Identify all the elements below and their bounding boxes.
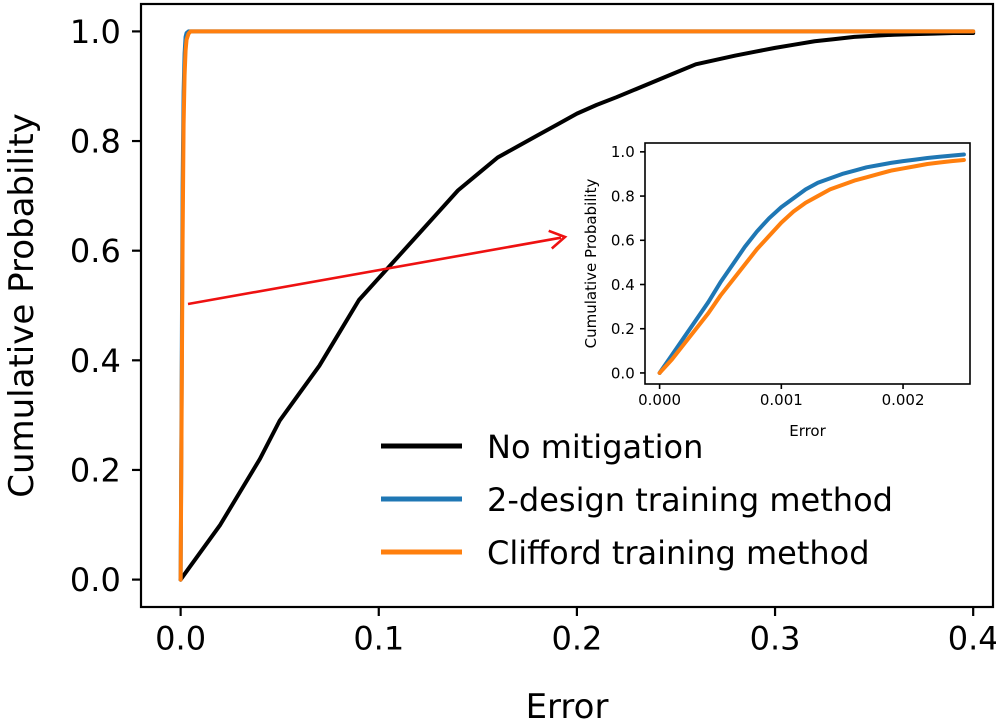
y-tick-label-1: 0.2: [70, 451, 121, 489]
legend-label-0: No mitigation: [487, 428, 703, 466]
x-tick-label-3: 0.3: [750, 620, 801, 658]
inset-y-tick-label-0: 0.0: [611, 364, 635, 382]
legend-label-2: Clifford training method: [487, 534, 870, 572]
inset-y-tick-label-2: 0.4: [611, 276, 635, 294]
series-line-2: [178, 29, 976, 582]
inset-x-tick-label-2: 0.002: [882, 391, 925, 409]
y-tick-label-4: 0.8: [70, 123, 121, 161]
inset-y-tick-label-5: 1.0: [611, 143, 635, 161]
inset-y-tick-label-1: 0.2: [611, 320, 635, 338]
y-tick-label-2: 0.4: [70, 342, 121, 380]
x-axis-label: Error: [526, 687, 609, 727]
legend: No mitigation 2-design training method Cli…: [381, 428, 893, 572]
y-axis-label: Cumulative Probability: [2, 113, 42, 498]
series-line-0: [178, 31, 976, 582]
inset-series-line-0: [657, 152, 966, 375]
inset-x-axis-label: Error: [789, 422, 826, 440]
y-tick-label-0: 0.0: [70, 561, 121, 599]
inset-x-tick-label-0: 0.000: [638, 391, 681, 409]
arrow-head: [548, 229, 568, 250]
inset-plot-background: [645, 143, 970, 384]
y-tick-label-5: 1.0: [70, 13, 121, 51]
inset-x-tick-label-1: 0.001: [760, 391, 803, 409]
inset-y-axis-label: Cumulative Probability: [582, 179, 600, 349]
inset-series-line-1: [657, 158, 966, 375]
axes-frame: [139, 2, 995, 609]
x-tick-label-2: 0.2: [551, 620, 602, 658]
x-tick-label-4: 0.4: [948, 620, 996, 658]
x-tick-label-0: 0.0: [155, 620, 206, 658]
inset-plot: 0.000 0.001 0.002 0.0 0.2 0.4 0.6 0.8 1.0 Error Cu…: [582, 142, 971, 440]
x-tick-label-1: 0.1: [353, 620, 404, 658]
arrow-shaft: [187, 236, 562, 306]
inset-y-tick-label-4: 0.8: [611, 187, 635, 205]
legend-label-1: 2-design training method: [487, 481, 893, 519]
annotation-arrow: [187, 229, 568, 306]
inset-axes-frame: [644, 142, 971, 385]
inset-y-tick-label-3: 0.6: [611, 232, 635, 250]
y-tick-label-3: 0.6: [70, 232, 121, 270]
